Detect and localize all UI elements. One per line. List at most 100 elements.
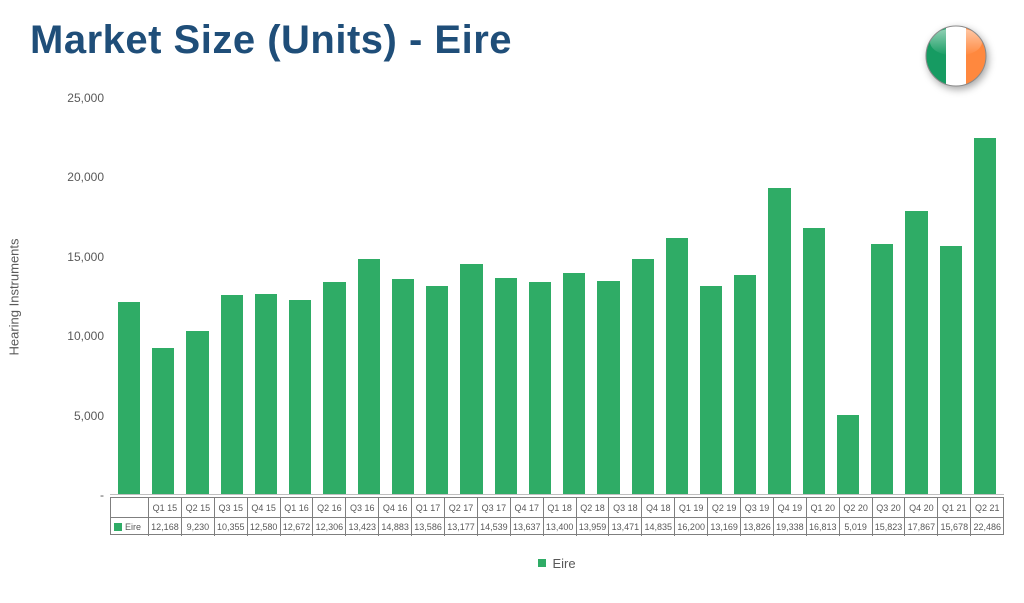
data-table-category-cell: Q4 16 xyxy=(379,498,412,517)
chart-plot-area xyxy=(110,98,1004,495)
bar xyxy=(597,281,619,495)
bar xyxy=(323,282,345,495)
data-table-category-cell: Q4 19 xyxy=(774,498,807,517)
data-table-value-cell: 14,835 xyxy=(642,518,675,536)
data-table-category-cell: Q3 19 xyxy=(741,498,774,517)
bar xyxy=(186,331,208,495)
bar xyxy=(152,348,174,495)
bar xyxy=(563,273,585,495)
series-name: Eire xyxy=(125,522,141,532)
data-table-value-cell: 5,019 xyxy=(840,518,873,536)
bar xyxy=(940,246,962,495)
data-table-value-cell: 16,813 xyxy=(807,518,840,536)
data-table-category-cell: Q1 18 xyxy=(544,498,577,517)
data-table-value-cell: 22,486 xyxy=(971,518,1003,536)
data-table-category-cell: Q1 20 xyxy=(807,498,840,517)
data-table-value-cell: 19,338 xyxy=(774,518,807,536)
y-axis-label: Hearing Instruments xyxy=(7,238,22,355)
bar xyxy=(974,138,996,495)
data-table-value-cell: 14,539 xyxy=(478,518,511,536)
data-table-value-cell: 13,177 xyxy=(445,518,478,536)
legend-swatch-icon xyxy=(538,559,546,567)
data-table-value-cell: 15,823 xyxy=(873,518,906,536)
data-table-category-cell: Q2 16 xyxy=(313,498,346,517)
bar xyxy=(255,294,277,495)
data-table-value-cell: 13,423 xyxy=(346,518,379,536)
bar xyxy=(700,286,722,495)
bar xyxy=(803,228,825,495)
bar-series xyxy=(110,98,1004,495)
data-table-value-cell: 12,306 xyxy=(313,518,346,536)
data-table-category-cell: Q2 15 xyxy=(182,498,215,517)
data-table-category-cell: Q1 17 xyxy=(412,498,445,517)
bar xyxy=(358,259,380,495)
bar xyxy=(289,300,311,495)
data-table-value-cell: 13,471 xyxy=(609,518,642,536)
data-table-category-cell: Q1 16 xyxy=(281,498,314,517)
series-color-swatch-icon xyxy=(114,523,122,531)
x-axis-baseline xyxy=(110,494,1004,495)
bar xyxy=(495,278,517,495)
chart-legend: Eire xyxy=(110,551,1004,575)
bar xyxy=(392,279,414,495)
bar xyxy=(118,302,140,495)
bar xyxy=(837,415,859,495)
data-table-value-cell: 12,580 xyxy=(248,518,281,536)
flag-ireland-icon xyxy=(924,24,988,88)
data-table-category-cell: Q3 18 xyxy=(609,498,642,517)
data-table-category-cell: Q4 20 xyxy=(905,498,938,517)
data-table-value-cell: 14,883 xyxy=(379,518,412,536)
data-table-value-cell: 13,169 xyxy=(708,518,741,536)
y-tick-label: - xyxy=(100,488,104,502)
bar xyxy=(632,259,654,495)
bar xyxy=(221,295,243,495)
data-table-category-cell: Q3 16 xyxy=(346,498,379,517)
data-table-value-cell: 13,586 xyxy=(412,518,445,536)
data-table-category-cell: Q2 17 xyxy=(445,498,478,517)
data-table-category-cell: Q2 20 xyxy=(840,498,873,517)
slide-title: Market Size (Units) - Eire xyxy=(30,18,1014,63)
data-table-header-row: Q1 15Q2 15Q3 15Q4 15Q1 16Q2 16Q3 16Q4 16… xyxy=(111,498,1003,517)
data-table-value-cell: 12,672 xyxy=(281,518,314,536)
y-axis: Hearing Instruments -5,00010,00015,00020… xyxy=(10,98,110,495)
data-table-value-cell: 13,400 xyxy=(544,518,577,536)
data-table-category-cell: Q2 19 xyxy=(708,498,741,517)
chart-container: Hearing Instruments - 5,000 10,000 15,000 20… xyxy=(10,90,1014,585)
data-table-value-cell: 13,959 xyxy=(577,518,610,536)
data-table-value-cell: 17,867 xyxy=(905,518,938,536)
data-table-value-cell: 16,200 xyxy=(675,518,708,536)
bar xyxy=(768,188,790,495)
legend-label: Eire xyxy=(552,556,575,571)
bar xyxy=(426,286,448,495)
data-table-value-cell: 9,230 xyxy=(182,518,215,536)
data-table-value-cell: 12,168 xyxy=(149,518,182,536)
data-table-category-cell: Q2 18 xyxy=(577,498,610,517)
bar xyxy=(905,211,927,495)
data-table-category-cell: Q3 15 xyxy=(215,498,248,517)
bar xyxy=(666,238,688,495)
data-table-value-row: Eire 12,1689,23010,35512,58012,67212,306… xyxy=(111,517,1003,536)
data-table-category-cell: Q3 20 xyxy=(873,498,906,517)
y-tick-label: 25,000 xyxy=(67,91,104,105)
bar xyxy=(529,282,551,495)
data-table-series-label-cell: Eire xyxy=(111,518,149,536)
data-table-category-cell: Q2 21 xyxy=(971,498,1003,517)
data-table-category-cell: Q4 18 xyxy=(642,498,675,517)
y-tick-label: 10,000 xyxy=(67,329,104,343)
y-tick-label: 15,000 xyxy=(67,250,104,264)
data-table-corner-cell xyxy=(111,498,149,517)
y-tick-label: 20,000 xyxy=(67,170,104,184)
data-table-category-cell: Q4 17 xyxy=(511,498,544,517)
chart-data-table: Q1 15Q2 15Q3 15Q4 15Q1 16Q2 16Q3 16Q4 16… xyxy=(110,497,1004,535)
y-tick-label: 5,000 xyxy=(74,409,104,423)
bar xyxy=(871,244,893,495)
data-table-value-cell: 13,826 xyxy=(741,518,774,536)
bar xyxy=(734,275,756,495)
bar xyxy=(460,264,482,495)
data-table-value-cell: 15,678 xyxy=(938,518,971,536)
data-table-category-cell: Q1 21 xyxy=(938,498,971,517)
slide: Market Size (Units) - Eire Hearing Instr… xyxy=(0,0,1024,603)
data-table-category-cell: Q4 15 xyxy=(248,498,281,517)
data-table-value-cell: 13,637 xyxy=(511,518,544,536)
data-table-category-cell: Q3 17 xyxy=(478,498,511,517)
